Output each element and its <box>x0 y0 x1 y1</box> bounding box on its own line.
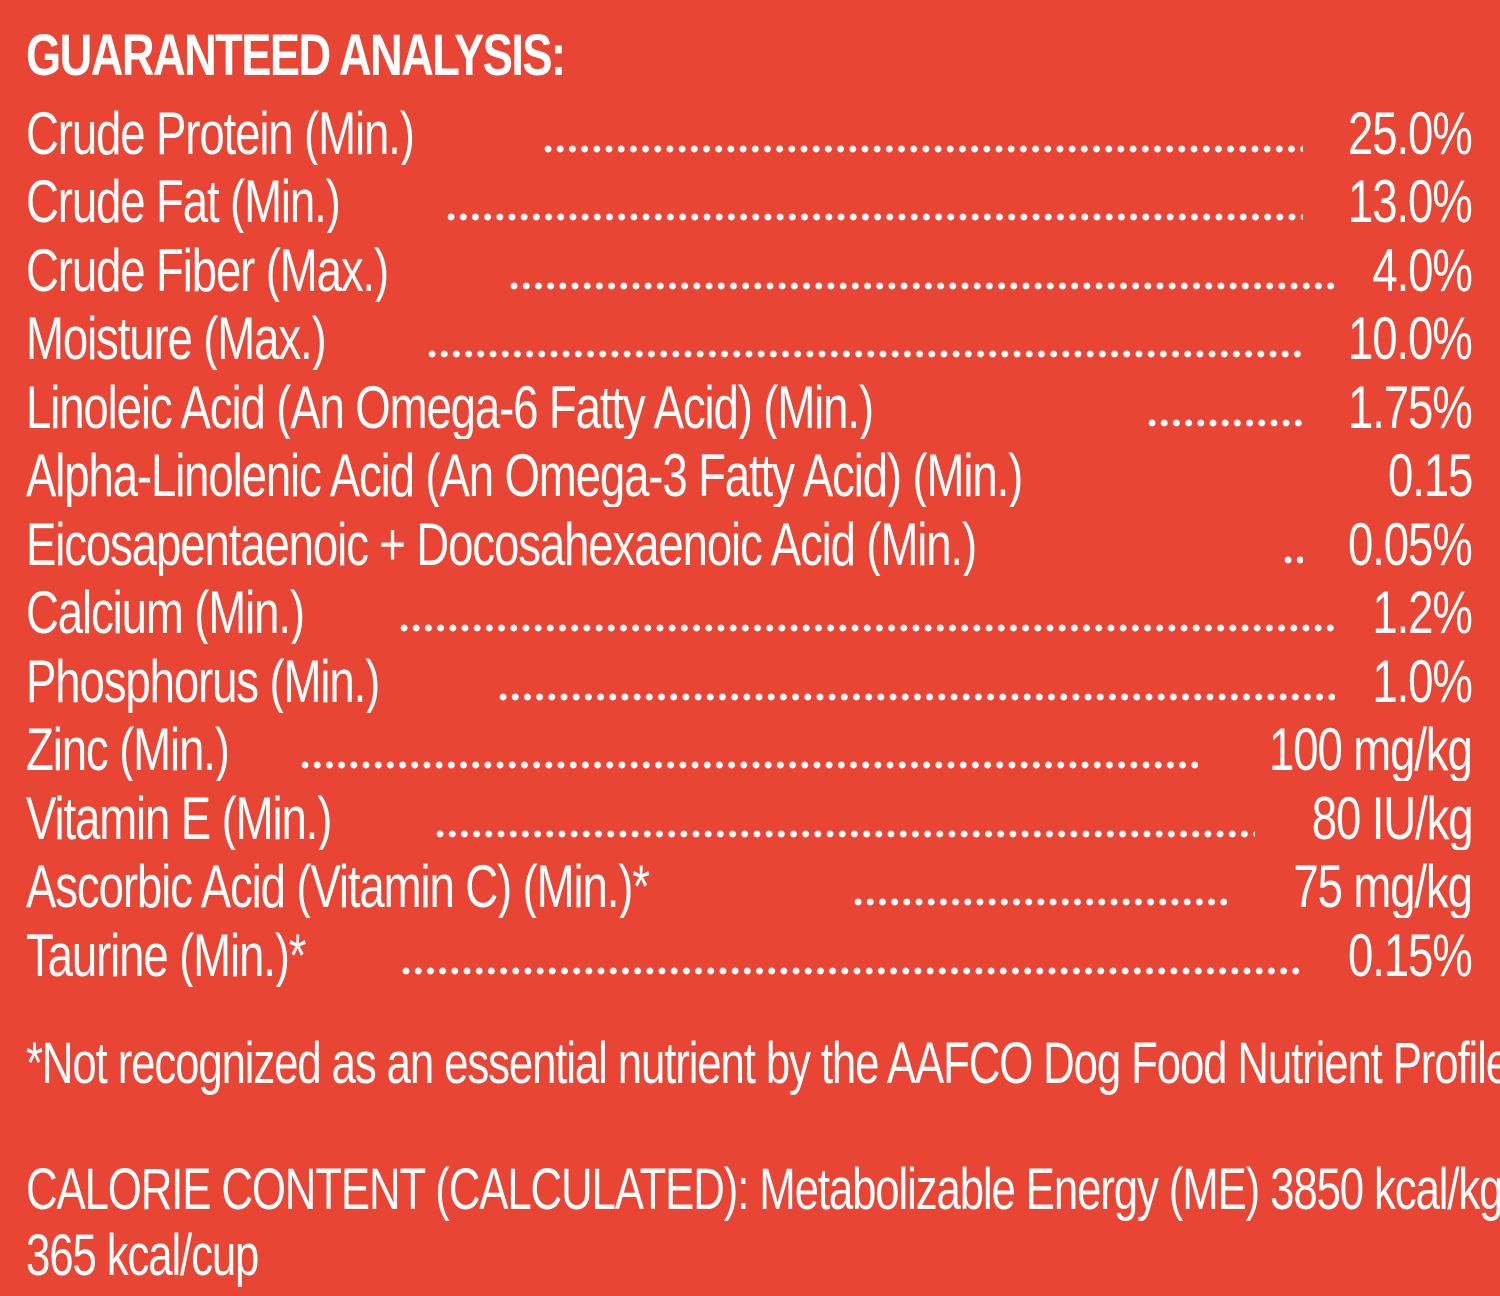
calorie-content-line1: CALORIE CONTENT (CALCULATED): Metaboliza… <box>26 1156 1500 1222</box>
nutrient-value: 13.0% <box>1348 168 1472 233</box>
dot-leader <box>1146 418 1304 427</box>
nutrient-row: Eicosapentaenoic + Docosahexaenoic Acid … <box>26 507 1472 576</box>
nutrient-row: Ascorbic Acid (Vitamin C) (Min.)* 75 mg/… <box>26 850 1472 919</box>
nutrient-row: Taurine (Min.)* 0.15% <box>26 918 1472 987</box>
nutrient-label: Taurine (Min.)* <box>26 921 307 987</box>
nutrient-row: Crude Fiber (Max.) 4.0% <box>26 233 1472 302</box>
nutrient-label: Crude Fat (Min.) <box>26 168 341 233</box>
nutrient-list: Crude Protein (Min.) 25.0% Crude Fat (Mi… <box>26 96 1472 987</box>
dot-leader <box>399 966 1304 975</box>
nutrient-value: 0.05% <box>1348 510 1472 576</box>
nutrient-label: Crude Protein (Min.) <box>26 99 415 165</box>
dot-leader <box>444 213 1304 221</box>
nutrient-value: 1.75% <box>1348 373 1472 439</box>
nutrient-value: 0.15% <box>1387 442 1472 507</box>
nutrient-label: Zinc (Min.) <box>26 716 230 781</box>
nutrient-label: Crude Fiber (Max.) <box>26 236 389 302</box>
nutrient-value: 1.2% <box>1372 579 1472 644</box>
nutrient-row: Phosphorus (Min.) 1.0% <box>26 644 1472 713</box>
dot-leader <box>426 350 1304 358</box>
nutrient-label: Ascorbic Acid (Vitamin C) (Min.)* <box>26 853 650 918</box>
dot-leader <box>433 829 1255 838</box>
dot-leader <box>397 624 1336 632</box>
nutrient-value: 100 mg/kg <box>1269 716 1472 781</box>
nutrient-label: Moisture (Max.) <box>26 305 327 370</box>
calorie-content: CALORIE CONTENT (CALCULATED): Metaboliza… <box>26 1156 1500 1289</box>
nutrient-label: Calcium (Min.) <box>26 579 305 644</box>
nutrient-row: Crude Fat (Min.) 13.0% <box>26 165 1472 234</box>
nutrient-value: 25.0% <box>1348 99 1472 165</box>
nutrient-value: 4.0% <box>1372 236 1472 302</box>
aafco-footnote: *Not recognized as an essential nutrient… <box>26 1030 1500 1096</box>
dot-leader <box>851 898 1232 906</box>
nutrient-row: Calcium (Min.) 1.2% <box>26 576 1472 645</box>
nutrient-value: 10.0% <box>1348 305 1472 370</box>
nutrient-label: Linoleic Acid (An Omega-6 Fatty Acid) (M… <box>26 373 874 439</box>
dot-leader <box>508 281 1336 290</box>
nutrient-value: 0.15% <box>1348 921 1472 987</box>
nutrient-row: Crude Protein (Min.) 25.0% <box>26 96 1472 165</box>
nutrient-value: 75 mg/kg <box>1293 853 1472 918</box>
dot-leader <box>496 692 1336 701</box>
dot-leader <box>542 144 1304 153</box>
dot-leader <box>1282 555 1304 564</box>
nutrient-row: Moisture (Max.) 10.0% <box>26 302 1472 371</box>
nutrient-label: Eicosapentaenoic + Docosahexaenoic Acid … <box>26 510 977 576</box>
nutrient-row: Zinc (Min.) 100 mg/kg <box>26 713 1472 782</box>
nutrient-row: Linoleic Acid (An Omega-6 Fatty Acid) (M… <box>26 370 1472 439</box>
nutrient-label: Phosphorus (Min.) <box>26 647 380 713</box>
section-heading: GUARANTEED ANALYSIS: <box>26 23 566 88</box>
nutrient-value: 80 IU/kg <box>1311 784 1472 850</box>
nutrient-label: Vitamin E (Min.) <box>26 784 332 850</box>
nutrient-value: 1.0% <box>1372 647 1472 713</box>
calorie-content-line2: 365 kcal/cup <box>26 1222 259 1288</box>
guaranteed-analysis-panel: GUARANTEED ANALYSIS: Crude Protein (Min.… <box>26 22 1500 1288</box>
nutrient-row: Vitamin E (Min.) 80 IU/kg <box>26 781 1472 850</box>
nutrient-label: Alpha-Linolenic Acid (An Omega-3 Fatty A… <box>26 442 1023 507</box>
nutrient-row: Alpha-Linolenic Acid (An Omega-3 Fatty A… <box>26 439 1472 508</box>
dot-leader <box>298 761 1200 769</box>
